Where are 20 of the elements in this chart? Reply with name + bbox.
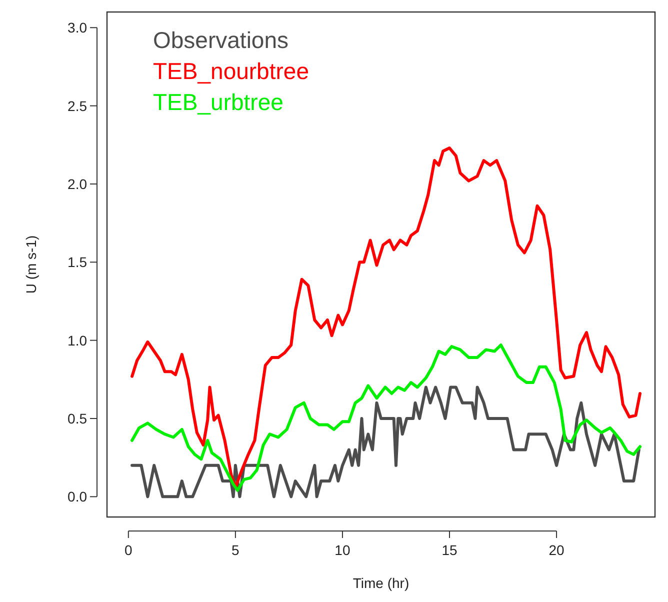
x-tick-label: 5 [232,542,240,558]
y-tick-label: 1.0 [68,332,88,348]
text: TEB_nourbtree [153,58,309,84]
y-tick-label: 2.5 [68,98,88,114]
x-tick-label: 20 [548,542,565,558]
x-axis-title: Time (hr) [352,575,410,591]
y-tick-label: 2.0 [68,176,88,192]
y-tick-label: 0.5 [68,410,88,426]
x-tick-label: 15 [442,542,458,558]
line-series [130,344,642,492]
x-tick-label: 10 [334,542,350,558]
line-series [130,386,640,498]
y-axis-title: U (m s-1) [23,235,39,294]
text: Observations [153,27,289,53]
y-tick-label: 1.5 [68,254,88,270]
line-series [130,146,642,489]
y-tick-label: 3.0 [68,20,88,36]
text: TEB_urbtree [153,89,284,115]
y-tick-label: 0.0 [68,488,88,505]
x-tick-label: 0 [124,542,133,558]
